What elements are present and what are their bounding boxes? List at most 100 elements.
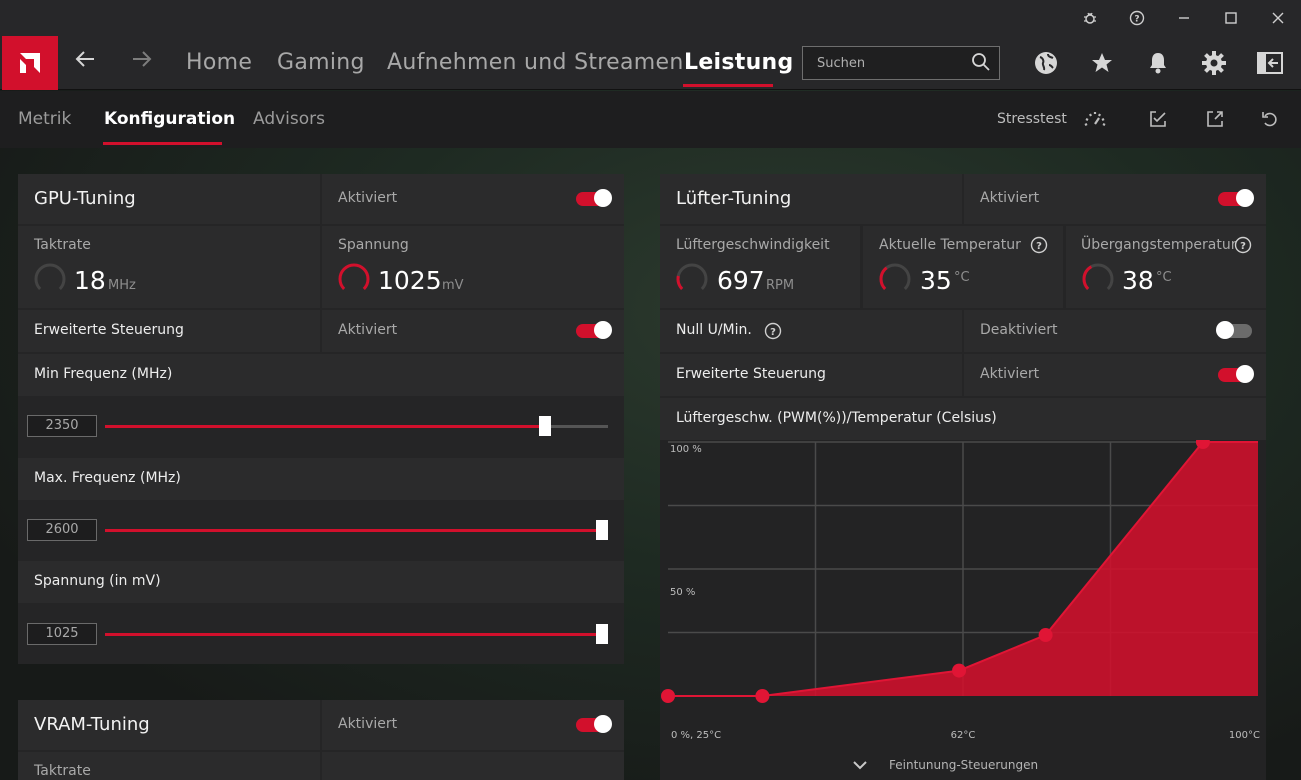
fan-curve-point[interactable] (1038, 628, 1053, 643)
gpu-advanced-toggle-cell: Aktiviert (322, 310, 624, 352)
clock-metric: Taktrate 18 MHz (18, 226, 320, 308)
voltage-gauge-icon (338, 263, 370, 295)
nav-active-underline (683, 84, 773, 87)
nav-performance[interactable]: Leistung (684, 50, 794, 75)
vram-clock-metric: Taktrate (18, 752, 320, 780)
gpu-tuning-panel: GPU-Tuning Aktiviert Taktrate 18 MHz Spa… (18, 174, 624, 664)
current-temp-metric: Aktuelle Temperatur ? 35 °C (863, 226, 1063, 308)
help-icon[interactable]: ? (1113, 0, 1160, 36)
volt-slider-fill (105, 633, 603, 636)
vram-tuning-state: Aktiviert (338, 716, 398, 732)
nav-gaming[interactable]: Gaming (277, 50, 365, 75)
junction-temp-value: 38 (1122, 266, 1154, 295)
stresstest-label[interactable]: Stresstest (997, 111, 1067, 127)
zero-rpm-toggle[interactable] (1216, 321, 1252, 339)
search-input[interactable] (803, 47, 963, 79)
volt-slider-thumb[interactable] (596, 624, 608, 644)
nav-home[interactable]: Home (186, 50, 253, 75)
vram-metric-2 (322, 752, 624, 780)
gpu-tuning-title: GPU-Tuning (34, 188, 136, 209)
export-icon[interactable] (1205, 109, 1225, 129)
fan-advanced-toggle[interactable] (1218, 365, 1254, 383)
volt-slider[interactable] (105, 624, 608, 644)
title-bar: ? (0, 0, 1301, 36)
fine-tuning-bar[interactable]: Feintunung-Steuerungen (660, 744, 1266, 780)
tab-advisors[interactable]: Advisors (253, 109, 326, 129)
fan-advanced-state: Aktiviert (980, 366, 1040, 382)
tab-active-underline (103, 142, 222, 145)
fan-tuning-title: Lüfter-Tuning (676, 188, 792, 209)
forward-arrow-icon[interactable] (131, 48, 153, 76)
bug-report-icon[interactable] (1066, 0, 1113, 36)
fan-curve-svg[interactable]: 100 % 50 % 0 %, 25°C 62°C 100°C (660, 435, 1266, 744)
globe-icon[interactable] (1033, 50, 1059, 76)
max-freq-slider-fill (105, 529, 603, 532)
minimize-icon[interactable] (1160, 0, 1207, 36)
tab-metrics[interactable]: Metrik (18, 109, 72, 129)
fine-tuning-label[interactable]: Feintunung-Steuerungen (889, 758, 1039, 772)
main-nav: Home Gaming Aufnehmen und Streamen Leist… (0, 36, 1301, 90)
fan-tuning-state: Aktiviert (980, 190, 1040, 206)
chevron-down-icon[interactable] (852, 756, 868, 775)
voltage-metric: Spannung 1025 mV (322, 226, 624, 308)
x-tick-100: 100°C (1229, 730, 1260, 741)
clock-value: 18 (74, 266, 106, 295)
sidebar-toggle-icon[interactable] (1257, 50, 1283, 76)
zero-rpm-label: Null U/Min. (676, 322, 752, 338)
maximize-icon[interactable] (1207, 0, 1254, 36)
apply-icon[interactable] (1148, 109, 1168, 129)
amd-logo-icon[interactable] (2, 36, 58, 90)
close-icon[interactable] (1254, 0, 1301, 36)
fan-tuning-toggle[interactable] (1218, 189, 1254, 207)
y-tick-100: 100 % (670, 444, 702, 455)
current-temp-help-icon[interactable]: ? (1030, 236, 1048, 254)
fan-curve-line (668, 441, 1258, 697)
max-freq-slider[interactable] (105, 520, 608, 540)
max-freq-header: Max. Frequenz (MHz) (18, 458, 624, 500)
max-freq-input[interactable]: 2600 (27, 519, 97, 541)
zero-rpm-help-icon[interactable]: ? (764, 322, 782, 340)
min-freq-slider[interactable] (105, 416, 608, 436)
gpu-tuning-header: GPU-Tuning (18, 174, 320, 224)
gpu-advanced-toggle[interactable] (576, 321, 612, 339)
vram-tuning-panel: VRAM-Tuning Aktiviert Taktrate (18, 700, 624, 780)
junction-temp-gauge-icon (1082, 263, 1114, 295)
sub-nav: Metrik Konfiguration Advisors Stresstest (0, 91, 1301, 148)
vram-tuning-title: VRAM-Tuning (34, 714, 150, 735)
stresstest-gauge-icon[interactable] (1082, 109, 1108, 129)
fan-curve-point[interactable] (952, 663, 967, 678)
volt-label: Spannung (in mV) (34, 573, 161, 589)
gpu-tuning-toggle[interactable] (576, 189, 612, 207)
max-freq-slider-thumb[interactable] (596, 520, 608, 540)
fan-curve-point[interactable] (755, 689, 770, 703)
volt-input[interactable]: 1025 (27, 623, 97, 645)
search-box[interactable] (802, 46, 1000, 80)
junction-temp-label: Übergangstemperatur (1081, 237, 1237, 253)
back-arrow-icon[interactable] (74, 48, 96, 76)
x-tick-25: 0 %, 25°C (671, 730, 721, 741)
gear-icon[interactable] (1201, 50, 1227, 76)
gpu-advanced-state: Aktiviert (338, 322, 398, 338)
min-freq-input[interactable]: 2350 (27, 415, 97, 437)
fan-curve-chart[interactable]: 100 % 50 % 0 %, 25°C 62°C 100°C (660, 435, 1266, 744)
vram-tuning-toggle[interactable] (576, 715, 612, 733)
star-icon[interactable] (1089, 50, 1115, 76)
svg-text:?: ? (770, 327, 776, 338)
bell-icon[interactable] (1145, 50, 1171, 76)
fan-curve-title: Lüftergeschw. (PWM(%))/Temperatur (Celsi… (676, 410, 997, 426)
fan-curve-point[interactable] (661, 689, 675, 703)
vram-tuning-toggle-cell: Aktiviert (322, 700, 624, 750)
zero-rpm-toggle-cell: Deaktiviert (964, 310, 1266, 352)
reset-icon[interactable] (1260, 109, 1280, 129)
fan-curve-area (668, 442, 1258, 696)
vram-tuning-header: VRAM-Tuning (18, 700, 320, 750)
junction-temp-help-icon[interactable]: ? (1234, 236, 1252, 254)
voltage-value: 1025 (378, 266, 442, 295)
voltage-unit: mV (442, 278, 464, 293)
search-icon[interactable] (971, 52, 991, 76)
tab-configuration[interactable]: Konfiguration (104, 109, 236, 129)
gpu-tuning-state: Aktiviert (338, 190, 398, 206)
max-freq-label: Max. Frequenz (MHz) (34, 470, 181, 486)
nav-streaming[interactable]: Aufnehmen und Streamen (387, 50, 684, 75)
min-freq-slider-thumb[interactable] (539, 416, 552, 436)
